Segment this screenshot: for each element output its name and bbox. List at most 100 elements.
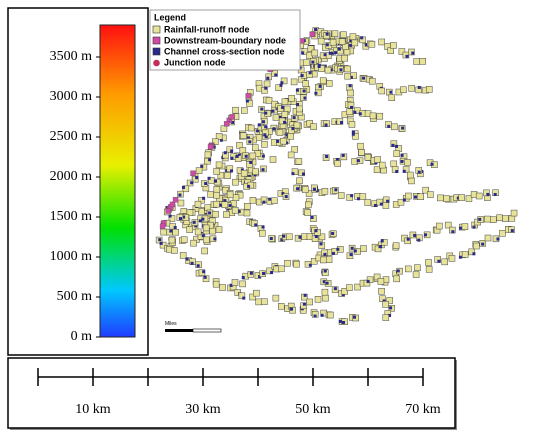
rainfall-runoff-node: [378, 38, 385, 46]
cross-section-node: [203, 275, 207, 279]
rainfall-runoff-node: [317, 37, 325, 45]
cross-section-node: [168, 214, 172, 218]
cross-section-node: [303, 96, 307, 100]
cross-section-node: [382, 299, 386, 303]
cross-section-node: [264, 135, 268, 139]
mini-scale-label: Miles: [165, 321, 177, 327]
rainfall-runoff-node: [190, 239, 197, 247]
cross-section-node: [320, 313, 324, 317]
cross-section-node: [394, 144, 398, 148]
cross-section-node: [337, 47, 341, 51]
downstream-node: [165, 208, 172, 214]
rainfall-runoff-node: [346, 108, 353, 115]
rainfall-runoff-node: [347, 89, 354, 97]
rainfall-runoff-node: [202, 224, 210, 232]
cross-section-node: [459, 226, 463, 230]
rainfall-runoff-node: [468, 248, 475, 256]
rainfall-runoff-node: [249, 197, 257, 204]
cross-section-node: [353, 249, 357, 253]
cross-section-node: [262, 200, 266, 204]
mini-scale-bar: [192, 328, 222, 333]
rainfall-runoff-node: [342, 43, 349, 50]
rainfall-runoff-node: [334, 160, 341, 167]
cross-section-node: [200, 165, 204, 169]
rainfall-runoff-node: [499, 229, 506, 237]
cross-section-node: [257, 123, 261, 127]
cross-section-node: [261, 168, 265, 172]
cross-section-node: [413, 195, 417, 199]
rainfall-runoff-node: [400, 86, 407, 94]
rainfall-runoff-node: [263, 80, 271, 88]
rainfall-runoff-node: [194, 228, 202, 236]
rainfall-runoff-node: [484, 234, 492, 242]
rainfall-runoff-node: [281, 111, 289, 118]
rainfall-runoff-node: [382, 202, 390, 209]
rainfall-runoff-node: [207, 191, 214, 198]
rainfall-runoff-node: [502, 215, 509, 222]
rainfall-runoff-node: [376, 112, 384, 120]
cross-section-node: [323, 53, 327, 57]
rainfall-runoff-node: [194, 200, 202, 208]
rainfall-runoff-node: [360, 245, 367, 252]
cross-section-node: [264, 125, 268, 129]
cross-section-node: [323, 269, 327, 273]
rainfall-runoff-node: [364, 154, 372, 161]
rainfall-runoff-node: [344, 65, 351, 73]
rainfall-runoff-node: [231, 206, 239, 214]
cross-section-node: [208, 211, 212, 215]
rainfall-runoff-node: [212, 210, 219, 218]
cross-section-node: [417, 85, 421, 89]
rainfall-runoff-node: [458, 194, 465, 201]
cross-section-node: [169, 229, 173, 233]
rainfall-runoff-node: [306, 298, 313, 306]
cross-section-node: [268, 197, 272, 201]
cross-section-node: [325, 32, 329, 36]
cross-section-node: [451, 230, 455, 234]
cross-section-node: [301, 51, 305, 55]
rainfall-runoff-node: [392, 242, 400, 249]
rainfall-runoff-node: [243, 209, 251, 217]
legend-swatch: [153, 59, 160, 67]
cross-section-node: [313, 314, 317, 318]
rainfall-runoff-node: [374, 156, 381, 163]
colorbar-label: 3500 m: [50, 49, 93, 64]
cross-section-node: [192, 220, 196, 224]
rainfall-runoff-node: [483, 215, 491, 223]
rainfall-runoff-node: [378, 87, 385, 95]
rainfall-runoff-node: [373, 166, 381, 173]
scale-label: 30 km: [185, 402, 221, 417]
rainfall-runoff-node: [311, 49, 319, 57]
rainfall-runoff-node: [352, 133, 359, 140]
rainfall-runoff-node: [382, 314, 390, 321]
rainfall-runoff-node: [269, 156, 277, 163]
cross-section-node: [339, 68, 343, 72]
rainfall-runoff-node: [213, 168, 220, 175]
cross-section-node: [256, 129, 260, 133]
cross-section-node: [405, 54, 409, 58]
cross-section-node: [208, 158, 212, 162]
rainfall-runoff-node: [293, 260, 300, 268]
rainfall-runoff-node: [408, 177, 415, 185]
legend-item: Rainfall-runoff node: [164, 24, 250, 34]
cross-section-node: [341, 293, 345, 297]
rainfall-runoff-node: [253, 289, 260, 297]
cross-section-node: [379, 245, 383, 249]
cross-section-node: [341, 153, 345, 157]
cross-section-node: [308, 71, 312, 75]
rainfall-runoff-node: [437, 194, 444, 202]
rainfall-runoff-node: [302, 80, 309, 87]
cross-section-node: [325, 43, 329, 47]
rainfall-runoff-node: [391, 166, 399, 173]
rainfall-runoff-node: [393, 150, 400, 157]
rainfall-runoff-node: [390, 42, 397, 49]
cross-section-node: [350, 194, 354, 198]
rainfall-runoff-node: [319, 77, 327, 84]
cross-section-node: [178, 193, 182, 197]
cross-section-node: [510, 229, 514, 233]
rainfall-runoff-node: [322, 294, 329, 302]
rainfall-runoff-node: [280, 137, 287, 145]
rainfall-runoff-node: [390, 160, 398, 168]
mini-scale-bar: [165, 329, 193, 332]
cross-section-node: [295, 88, 299, 92]
cross-section-node: [356, 159, 360, 163]
